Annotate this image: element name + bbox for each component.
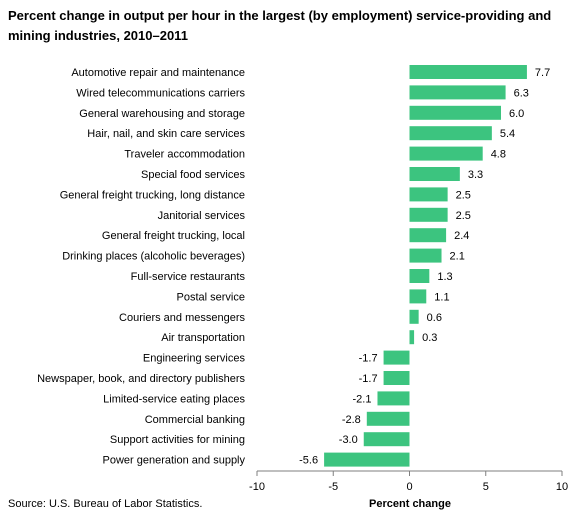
bar (409, 289, 427, 304)
data-label: 6.0 (509, 108, 524, 120)
bar (324, 452, 410, 467)
data-label: 0.6 (427, 312, 442, 324)
category-label: Couriers and messengers (119, 312, 245, 324)
bar (409, 207, 448, 222)
category-label: Newspaper, book, and directory publisher… (37, 373, 245, 385)
source-note: Source: U.S. Bureau of Labor Statistics. (8, 498, 203, 510)
bar (409, 187, 448, 202)
data-label: 2.5 (456, 210, 471, 222)
bar (409, 85, 506, 100)
data-label: 6.3 (514, 87, 529, 99)
bar (383, 350, 410, 365)
data-label: 2.5 (456, 189, 471, 201)
category-label: General warehousing and storage (79, 108, 245, 120)
category-label: Drinking places (alcoholic beverages) (62, 251, 245, 263)
category-label: Automotive repair and maintenance (71, 67, 245, 79)
bars-layer (324, 65, 527, 467)
category-label: General freight trucking, local (102, 230, 245, 242)
chart-title: Percent change in output per hour in the… (8, 8, 552, 43)
category-label: Power generation and supply (103, 455, 246, 467)
category-label: Janitorial services (158, 210, 246, 222)
bar (409, 309, 419, 324)
x-tick-label: 10 (556, 481, 568, 493)
data-label: 1.1 (434, 291, 449, 303)
data-label: 1.3 (437, 271, 452, 283)
x-tick-label: 5 (483, 481, 489, 493)
category-label: Commercial banking (145, 414, 245, 426)
x-axis: -10 -5 0 5 10 (249, 470, 568, 493)
category-label: Postal service (177, 291, 245, 303)
data-label: 2.4 (454, 230, 469, 242)
category-label: Wired telecommunications carriers (76, 87, 245, 99)
category-label: Traveler accommodation (124, 149, 245, 161)
category-label: Full-service restaurants (131, 271, 246, 283)
bar (409, 330, 415, 345)
data-label: 0.3 (422, 332, 437, 344)
data-label: -1.7 (359, 373, 378, 385)
category-label: Hair, nail, and skin care services (87, 128, 245, 140)
bar (363, 432, 410, 447)
bar (409, 269, 430, 283)
x-tick-label: -5 (328, 481, 338, 493)
data-label: 5.4 (500, 128, 515, 140)
x-tick-label: -10 (249, 481, 265, 493)
data-label: -2.1 (353, 393, 372, 405)
bar (377, 391, 410, 406)
bar (366, 411, 410, 426)
bar (409, 228, 447, 243)
data-label: 3.3 (468, 169, 483, 181)
bar (409, 167, 460, 181)
data-label: -3.0 (339, 434, 358, 446)
category-label: Support activities for mining (110, 434, 245, 446)
data-label: 4.8 (491, 149, 506, 161)
data-label: -2.8 (342, 414, 361, 426)
x-axis-title: Percent change (369, 498, 451, 510)
data-label: 7.7 (535, 67, 550, 79)
data-label: 2.1 (450, 251, 465, 263)
bar (409, 105, 501, 120)
category-label: Air transportation (161, 332, 245, 344)
data-label: -5.6 (299, 455, 318, 467)
bar (409, 65, 527, 79)
category-label: Limited-service eating places (103, 393, 245, 405)
bar (409, 126, 492, 141)
category-label: General freight trucking, long distance (60, 189, 245, 201)
bar (409, 248, 442, 263)
data-label: -1.7 (359, 353, 378, 365)
labels-layer: Automotive repair and maintenance 7.7 Wire… (37, 67, 550, 467)
x-tick-label: 0 (406, 481, 412, 493)
bar (409, 146, 483, 161)
bar (383, 371, 410, 385)
category-label: Special food services (141, 169, 245, 181)
category-label: Engineering services (143, 353, 246, 365)
